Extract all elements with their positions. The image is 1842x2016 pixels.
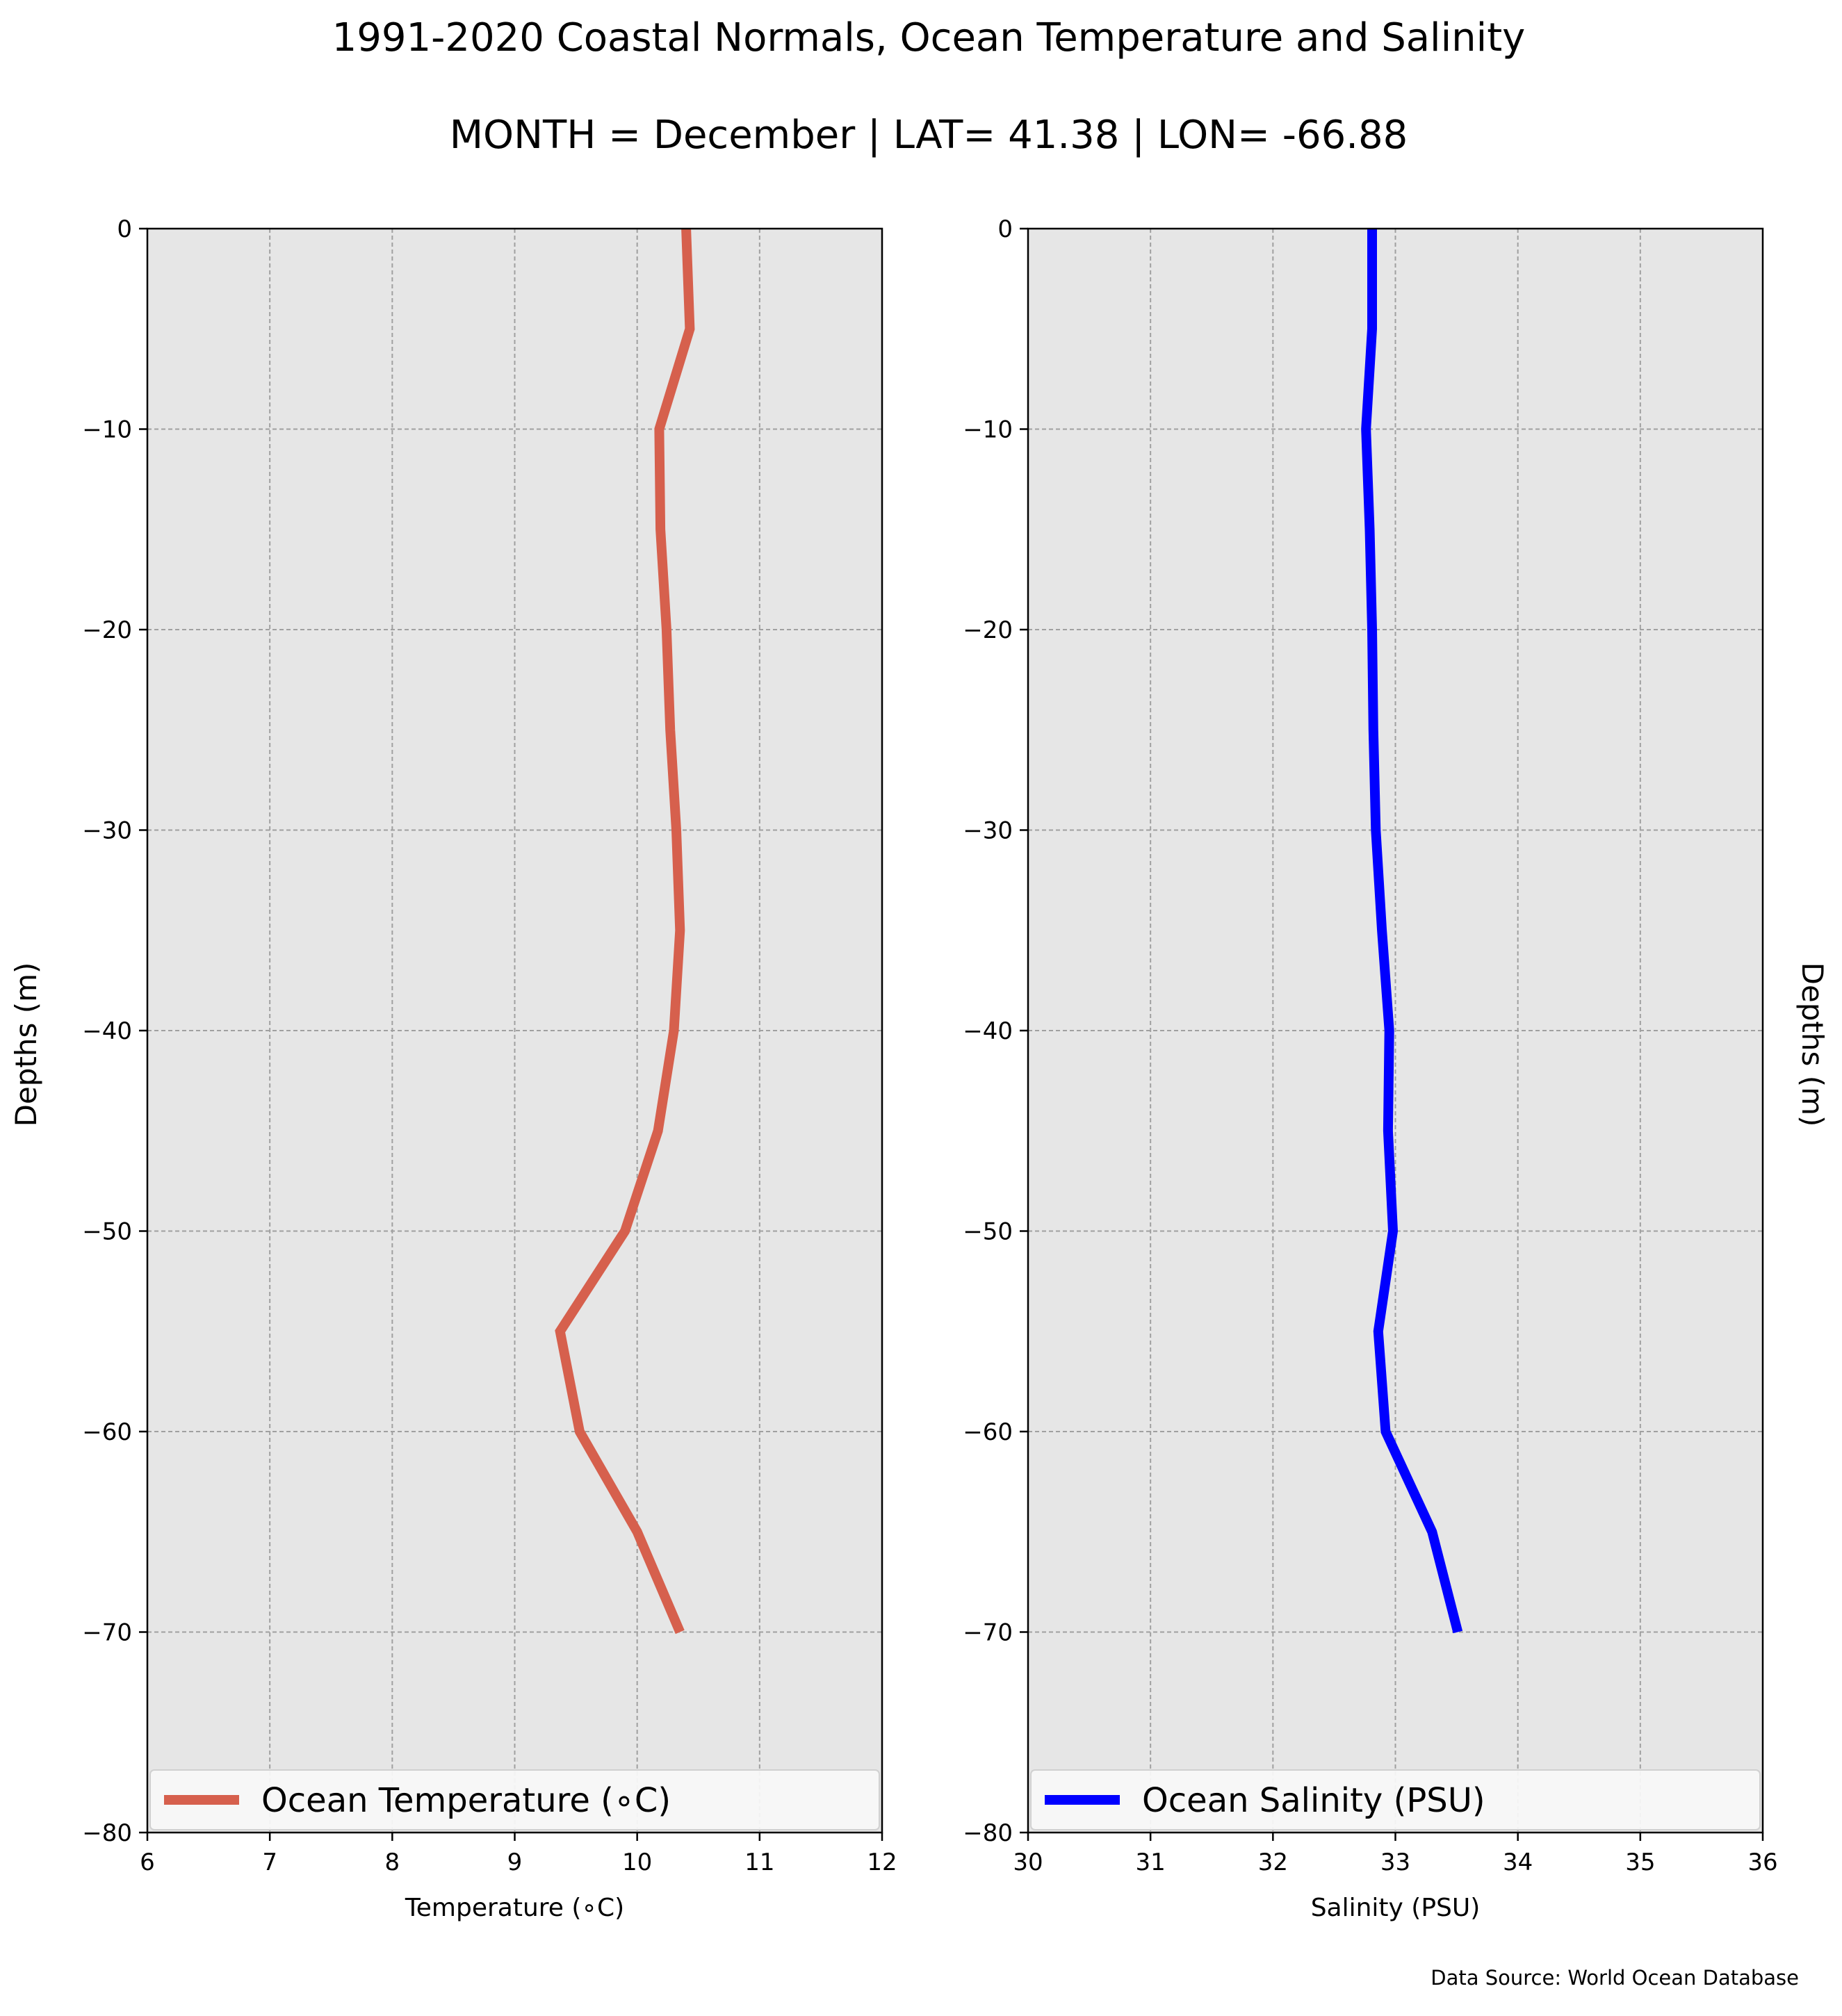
y-tick-label: −80: [963, 1819, 1013, 1847]
x-tick-label: 7: [262, 1849, 277, 1876]
y-tick-label: −60: [82, 1418, 132, 1446]
x-tick-label: 8: [385, 1849, 400, 1876]
data-source-note: Data Source: World Ocean Database: [1431, 1966, 1799, 1990]
legend-label: Ocean Temperature (∘C): [261, 1781, 671, 1820]
y-axis-label: Depths (m): [9, 962, 43, 1127]
y-tick-label: −80: [82, 1819, 132, 1847]
y-tick-label: −20: [82, 616, 132, 644]
y-tick-label: −50: [82, 1218, 132, 1246]
legend-box: [149, 1769, 880, 1830]
y-tick-label: −40: [963, 1017, 1013, 1045]
x-tick-label: 30: [1013, 1849, 1043, 1876]
x-tick-label: 6: [140, 1849, 155, 1876]
x-tick-label: 10: [622, 1849, 652, 1876]
y-tick-label: −40: [82, 1017, 132, 1045]
salinity-series-line: [1361, 229, 1463, 1634]
x-tick-label: 31: [1136, 1849, 1166, 1876]
x-axis-label: Salinity (PSU): [1311, 1894, 1481, 1922]
y-tick-label: −10: [963, 416, 1013, 444]
x-tick-label: 11: [744, 1849, 774, 1876]
y-tick-label: −10: [82, 416, 132, 444]
x-tick-label: 34: [1503, 1849, 1533, 1876]
y-tick-label: −60: [963, 1418, 1013, 1446]
y-tick-label: −30: [82, 817, 132, 845]
x-tick-label: 33: [1380, 1849, 1410, 1876]
y-tick-label: −30: [963, 817, 1013, 845]
legend-label: Ocean Salinity (PSU): [1142, 1781, 1485, 1820]
legend-box: [1030, 1769, 1761, 1830]
x-tick-label: 36: [1747, 1849, 1777, 1876]
x-axis-label: Temperature (∘C): [405, 1894, 624, 1922]
chart-title: 1991-2020 Coastal Normals, Ocean Tempera…: [332, 15, 1526, 60]
x-tick-label: 32: [1258, 1849, 1288, 1876]
y-tick-label: −70: [82, 1619, 132, 1647]
y-tick-label: 0: [117, 215, 132, 243]
y-tick-label: 0: [997, 215, 1013, 243]
y-axis-label: Depths (m): [1795, 962, 1829, 1127]
temperature-series-line: [555, 228, 695, 1634]
x-tick-label: 12: [867, 1849, 897, 1876]
salinity-panel: 30 31 32 33 34 35 36 0 −10 −20 −30 −40 −50 −60 −70 −80 S…: [963, 215, 1829, 1922]
y-tick-label: −50: [963, 1218, 1013, 1246]
temperature-panel: 6 7 8 9 10 11 12 0 −10 −20 −30 −40 −50 −60 −70 −80 Tempe…: [9, 215, 897, 1922]
chart-subtitle: MONTH = December | LAT= 41.38 | LON= -66…: [450, 113, 1408, 158]
y-tick-label: −70: [963, 1619, 1013, 1647]
x-tick-label: 9: [507, 1849, 523, 1876]
y-tick-label: −20: [963, 616, 1013, 644]
x-tick-label: 35: [1625, 1849, 1655, 1876]
